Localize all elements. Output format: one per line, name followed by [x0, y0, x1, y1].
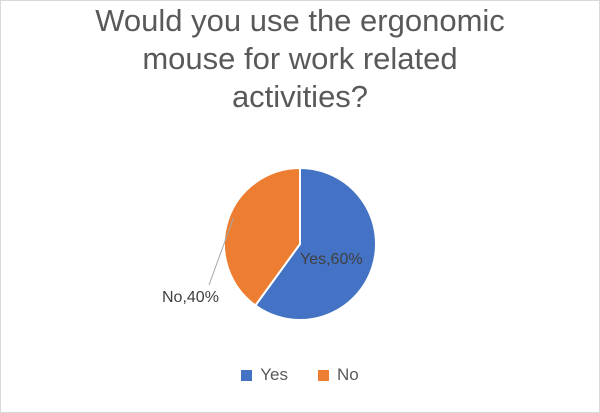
legend-item-yes: Yes [241, 365, 288, 385]
legend-label-yes: Yes [260, 365, 288, 384]
pie-slice-yes [253, 166, 377, 321]
chart-title: Would you use the ergonomic mouse for wo… [0, 2, 600, 116]
chart-title-line-3: activities? [231, 79, 369, 114]
pie-slice-no [223, 166, 301, 307]
legend-swatch-no [318, 369, 329, 381]
legend-item-no: No [318, 365, 359, 385]
chart-title-line-2: mouse for work related [142, 41, 458, 76]
data-label-no: No,40% [162, 289, 219, 306]
legend-swatch-yes [241, 369, 253, 381]
data-label-yes: Yes,60% [300, 251, 363, 268]
chart-title-line-1: Would you use the ergonomic [95, 3, 505, 38]
leader-line-no [208, 217, 234, 286]
legend-label-no: No [337, 365, 359, 384]
legend: Yes No [0, 365, 600, 385]
